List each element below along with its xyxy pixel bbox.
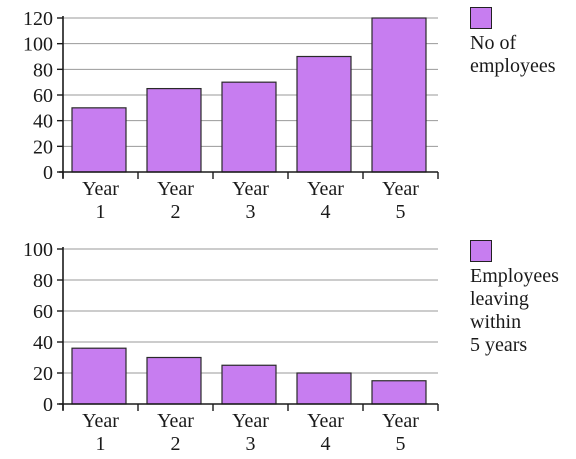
bar-year-4 [296,55,352,173]
y-tick-label: 100 [23,239,53,261]
x-tick-label: Year 2 [157,178,194,223]
x-tick-label: Year 5 [382,410,419,455]
x-tick-label: Year 1 [82,410,119,455]
legend-chart-2: Employees leaving within 5 years [470,240,559,357]
x-tick-label: Year 1 [82,178,119,223]
y-tick-label: 20 [33,136,53,158]
x-tick-label-line: 3 [246,433,256,455]
x-tick-label-line: Year [157,410,194,432]
bar-year-1 [71,107,127,173]
x-tick-label: Year 4 [307,410,344,455]
x-tick-label-line: Year [382,410,419,432]
legend-swatch [470,7,492,29]
x-tick-label-line: Year [382,178,419,200]
y-tick-label: 80 [33,59,53,81]
bar-year-3 [221,81,277,173]
y-tick-label: 80 [33,270,53,292]
x-tick-label: Year 3 [232,410,269,455]
bar-year-4 [296,372,352,405]
bar-year-2 [146,87,202,173]
y-tick-label: 40 [33,332,53,354]
x-tick-label-line: Year [82,410,119,432]
bar-year-1 [71,347,127,405]
legend-swatch [470,240,492,262]
legend-chart-1: No of employees [470,7,556,78]
x-tick-label: Year 2 [157,410,194,455]
y-tick-label: 0 [43,394,53,416]
x-tick-label-line: 2 [171,433,181,455]
x-tick-label-line: Year [82,178,119,200]
bar-year-2 [146,356,202,405]
y-tick-label: 60 [33,85,53,107]
x-tick-label-line: Year [232,178,269,200]
x-tick-label-line: 5 [396,433,406,455]
legend-label: No of employees [470,32,556,77]
y-tick-label: 100 [23,34,53,56]
x-tick-label-line: 4 [321,201,331,223]
x-tick-label-line: 1 [96,433,106,455]
x-tick-label-line: 3 [246,201,256,223]
x-tick-label-line: Year [157,178,194,200]
x-tick-label-line: Year [232,410,269,432]
y-tick-label: 20 [33,363,53,385]
x-tick-label: Year 3 [232,178,269,223]
bar-year-5 [371,17,427,173]
legend-label: Employees leaving within 5 years [470,265,559,356]
y-tick-label: 120 [23,8,53,30]
x-tick-label-line: Year [307,410,344,432]
x-tick-label: Year 4 [307,178,344,223]
y-tick-label: 60 [33,301,53,323]
y-tick-label: 40 [33,111,53,133]
bar-year-3 [221,364,277,405]
bar-year-5 [371,380,427,405]
x-tick-label-line: 5 [396,201,406,223]
x-tick-label-line: 4 [321,433,331,455]
y-tick-label: 0 [43,162,53,184]
x-tick-label-line: 1 [96,201,106,223]
x-tick-label-line: Year [307,178,344,200]
x-tick-label: Year 5 [382,178,419,223]
x-tick-label-line: 2 [171,201,181,223]
